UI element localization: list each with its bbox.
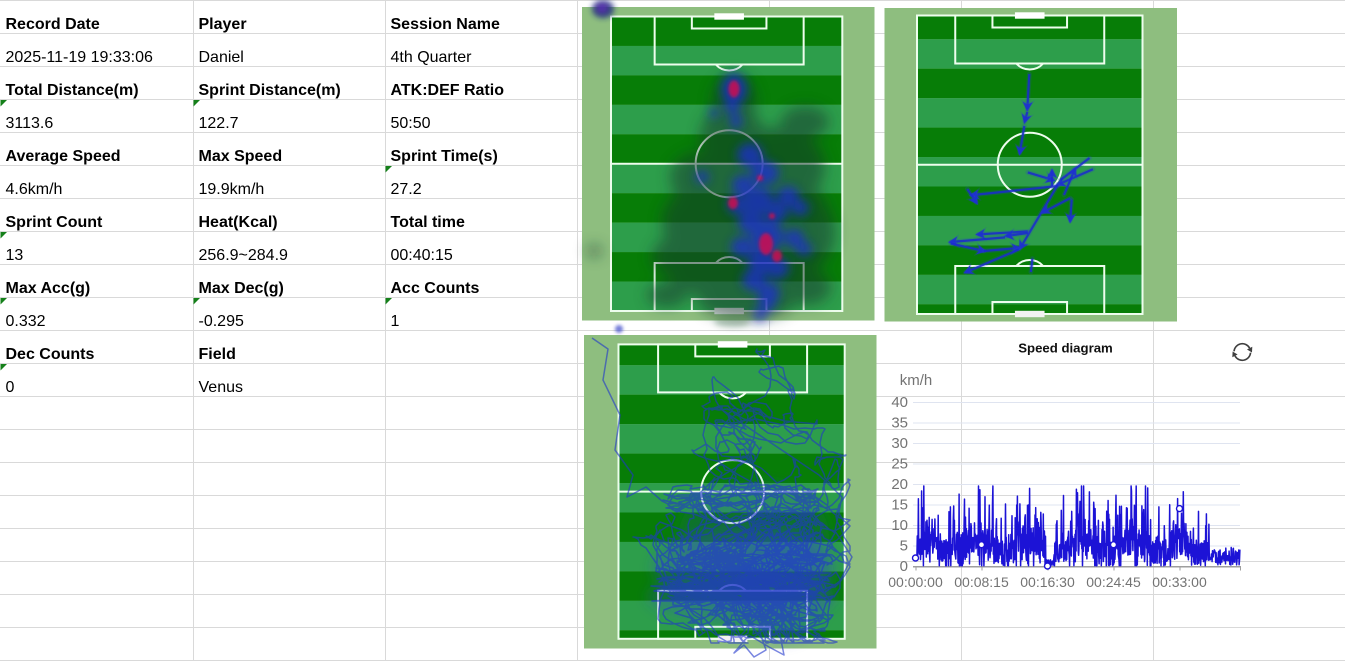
svg-text:15: 15 (891, 497, 908, 514)
svg-text:20: 20 (891, 476, 908, 493)
svg-text:00:40:15: 00:40:15 (391, 247, 453, 264)
svg-text:5: 5 (900, 538, 908, 555)
svg-text:1: 1 (391, 313, 400, 330)
svg-text:4th Quarter: 4th Quarter (391, 49, 473, 66)
svg-text:Speed diagram: Speed diagram (1018, 341, 1113, 356)
svg-text:Dec Counts: Dec Counts (6, 346, 95, 363)
svg-text:00:08:15: 00:08:15 (954, 574, 1009, 590)
svg-text:ATK:DEF Ratio: ATK:DEF Ratio (391, 82, 505, 99)
svg-text:35: 35 (891, 414, 908, 431)
svg-text:Daniel: Daniel (199, 49, 244, 66)
svg-text:Total time: Total time (391, 214, 465, 231)
svg-text:Session Name: Session Name (391, 16, 500, 33)
svg-text:Sprint Time(s): Sprint Time(s) (391, 148, 498, 165)
svg-text:Venus: Venus (199, 379, 243, 396)
svg-text:Max Speed: Max Speed (199, 148, 283, 165)
svg-text:10: 10 (891, 517, 908, 534)
svg-text:Heat(Kcal): Heat(Kcal) (199, 214, 278, 231)
svg-text:Total Distance(m): Total Distance(m) (6, 82, 139, 99)
svg-text:Record Date: Record Date (6, 16, 100, 33)
svg-text:0: 0 (900, 558, 908, 575)
svg-text:25: 25 (891, 455, 908, 472)
svg-text:Sprint Distance(m): Sprint Distance(m) (199, 82, 341, 99)
svg-text:30: 30 (891, 435, 908, 452)
svg-text:Field: Field (199, 346, 236, 363)
svg-text:-0.295: -0.295 (199, 313, 244, 330)
svg-text:19.9km/h: 19.9km/h (199, 181, 265, 198)
svg-text:00:16:30: 00:16:30 (1020, 574, 1075, 590)
svg-text:40: 40 (891, 394, 908, 411)
svg-text:Average Speed: Average Speed (6, 148, 121, 165)
svg-text:Sprint Count: Sprint Count (6, 214, 104, 231)
svg-text:122.7: 122.7 (199, 115, 239, 132)
svg-text:3113.6: 3113.6 (6, 115, 54, 132)
svg-text:Max Dec(g): Max Dec(g) (199, 280, 284, 297)
svg-text:4.6km/h: 4.6km/h (6, 181, 63, 198)
svg-text:13: 13 (6, 247, 24, 264)
svg-text:Max Acc(g): Max Acc(g) (6, 280, 91, 297)
svg-text:00:00:00: 00:00:00 (888, 574, 943, 590)
svg-text:00:33:00: 00:33:00 (1152, 574, 1207, 590)
svg-text:km/h: km/h (900, 372, 933, 389)
svg-text:Acc Counts: Acc Counts (391, 280, 480, 297)
svg-text:256.9~284.9: 256.9~284.9 (199, 247, 289, 264)
svg-text:0: 0 (6, 379, 15, 396)
svg-text:27.2: 27.2 (391, 181, 422, 198)
svg-text:00:24:45: 00:24:45 (1086, 574, 1141, 590)
svg-text:50:50: 50:50 (391, 115, 431, 132)
svg-text:2025-11-19 19:33:06: 2025-11-19 19:33:06 (6, 49, 153, 66)
svg-text:Player: Player (199, 16, 247, 33)
svg-text:0.332: 0.332 (6, 313, 46, 330)
